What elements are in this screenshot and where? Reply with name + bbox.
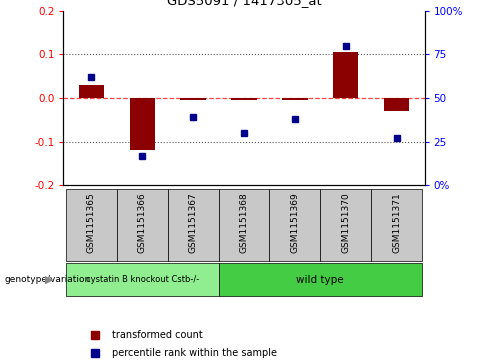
Text: ▶: ▶ xyxy=(45,274,54,285)
Bar xyxy=(181,98,206,100)
Bar xyxy=(219,263,422,296)
Title: GDS5091 / 1417305_at: GDS5091 / 1417305_at xyxy=(166,0,322,7)
Bar xyxy=(117,189,168,261)
Bar xyxy=(66,263,219,296)
Text: wild type: wild type xyxy=(297,274,344,285)
Text: cystatin B knockout Cstb-/-: cystatin B knockout Cstb-/- xyxy=(86,275,199,284)
Text: GSM1151369: GSM1151369 xyxy=(290,192,299,253)
Text: GSM1151366: GSM1151366 xyxy=(138,192,147,253)
Text: transformed count: transformed count xyxy=(112,330,203,340)
Bar xyxy=(66,189,117,261)
Text: GSM1151365: GSM1151365 xyxy=(87,192,96,253)
Text: GSM1151370: GSM1151370 xyxy=(341,192,350,253)
Text: GSM1151368: GSM1151368 xyxy=(240,192,248,253)
Text: percentile rank within the sample: percentile rank within the sample xyxy=(112,348,277,358)
Bar xyxy=(219,189,269,261)
Bar xyxy=(282,98,307,100)
Bar xyxy=(231,98,257,100)
Bar xyxy=(168,189,219,261)
Bar xyxy=(129,98,155,150)
Text: GSM1151367: GSM1151367 xyxy=(189,192,198,253)
Bar xyxy=(333,52,359,98)
Text: GSM1151371: GSM1151371 xyxy=(392,192,401,253)
Bar xyxy=(320,189,371,261)
Bar xyxy=(79,85,104,98)
Text: genotype/variation: genotype/variation xyxy=(5,275,91,284)
Bar xyxy=(269,189,320,261)
Bar xyxy=(371,189,422,261)
Bar xyxy=(384,98,409,111)
